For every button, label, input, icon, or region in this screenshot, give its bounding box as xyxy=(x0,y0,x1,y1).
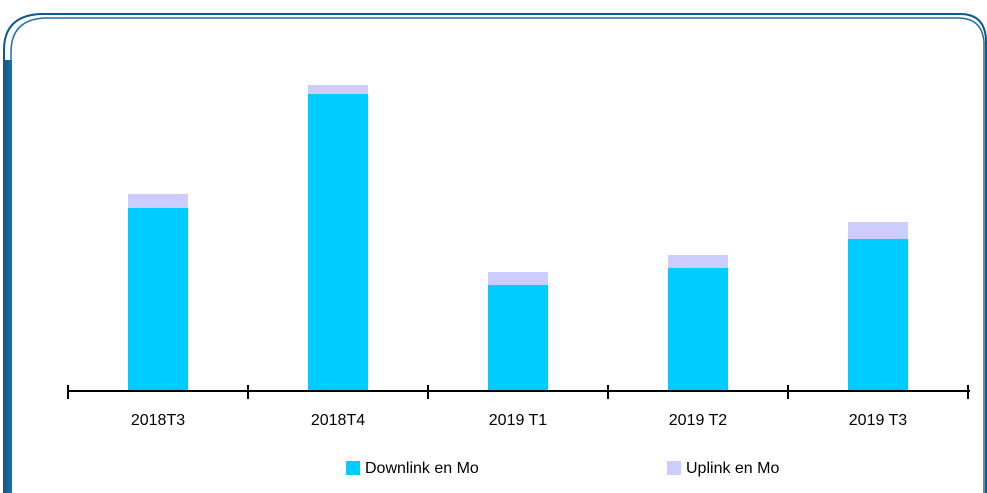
panel xyxy=(10,17,985,493)
plot: 2018T3 2018T4 2019 T1 2019 T2 2019 T3 Downlin… xyxy=(67,85,970,477)
x-tick-label: 2018T3 xyxy=(131,412,185,429)
legend-label: Uplink en Mo xyxy=(686,460,779,477)
bar-segment xyxy=(308,94,368,391)
legend-swatch xyxy=(667,461,681,475)
bar-segment xyxy=(308,85,368,94)
bar-segment xyxy=(668,268,728,391)
bar-segment xyxy=(128,208,188,391)
legend-swatch xyxy=(346,461,360,475)
legend-label: Downlink en Mo xyxy=(365,460,479,477)
bar-segment xyxy=(128,194,188,208)
bar-segment xyxy=(848,239,908,391)
panel-edge xyxy=(4,60,12,493)
x-tick-label: 2019 T2 xyxy=(669,412,728,429)
x-tick-label: 2019 T3 xyxy=(849,412,908,429)
x-tick-label: 2018T4 xyxy=(311,412,365,429)
bar-segment xyxy=(668,255,728,268)
bar-segment xyxy=(488,272,548,285)
bar-segment xyxy=(848,222,908,239)
x-tick-label: 2019 T1 xyxy=(489,412,548,429)
panel-shadow xyxy=(3,13,987,493)
bar-segment xyxy=(488,285,548,391)
